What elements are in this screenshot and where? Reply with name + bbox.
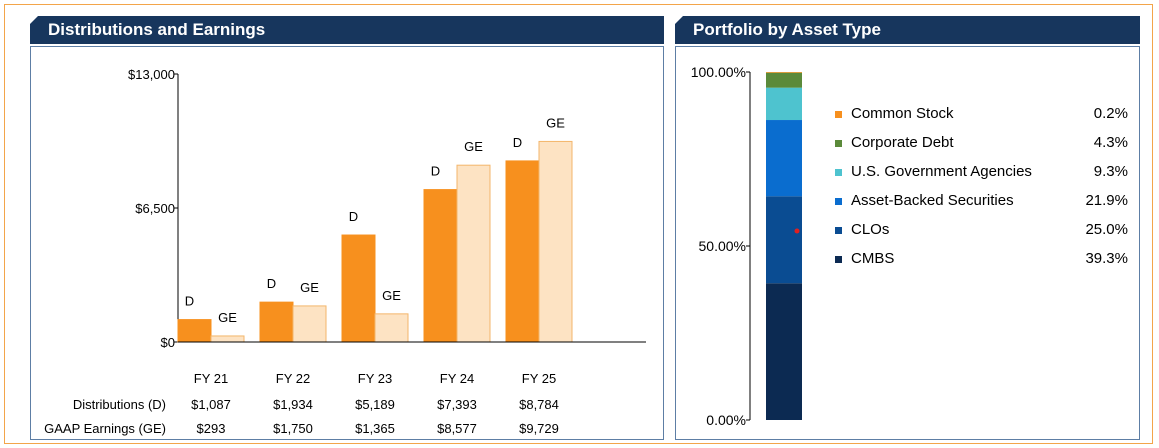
bar-series-label: GE xyxy=(382,288,401,303)
legend-value: 39.3% xyxy=(1085,250,1128,267)
table-cell: $8,784 xyxy=(519,397,559,412)
y-tick-label: 50.00% xyxy=(699,238,746,254)
x-tick-label: FY 24 xyxy=(440,371,474,386)
table-cell: $1,934 xyxy=(273,397,313,412)
table-cell: $1,750 xyxy=(273,421,313,436)
bar-ge xyxy=(292,305,327,343)
legend-item: CLOs 25.0% xyxy=(834,220,1128,240)
y-tick-label: $13,000 xyxy=(128,67,175,82)
stack-segment xyxy=(766,72,802,88)
y-tick-label: 100.00% xyxy=(691,64,746,80)
bar-series-label: GE xyxy=(464,139,483,154)
table-cell: $1,087 xyxy=(191,397,231,412)
legend-swatch xyxy=(835,227,842,234)
x-tick-label: FY 23 xyxy=(358,371,392,386)
legend-item: Common Stock 0.2% xyxy=(834,104,1128,124)
legend-item: CMBS 39.3% xyxy=(834,249,1128,269)
bar-d xyxy=(341,234,376,343)
bar-d xyxy=(505,160,540,343)
legend-label: CLOs xyxy=(851,221,890,238)
bar-series-label: D xyxy=(267,276,276,291)
distributions-header: Distributions and Earnings xyxy=(30,16,664,44)
legend-label: Asset-Backed Securities xyxy=(851,192,1014,209)
legend-item: Corporate Debt 4.3% xyxy=(834,133,1128,153)
table-row-label: Distributions (D) xyxy=(73,397,166,412)
bar-series-label: D xyxy=(349,209,358,224)
legend-label: U.S. Government Agencies xyxy=(851,163,1032,180)
table-cell: $5,189 xyxy=(355,397,395,412)
bar-series-label: GE xyxy=(546,115,565,130)
x-tick-label: FY 22 xyxy=(276,371,310,386)
portfolio-panel xyxy=(675,46,1140,440)
table-cell: $293 xyxy=(197,421,226,436)
bar-ge xyxy=(374,313,409,343)
legend-swatch xyxy=(835,256,842,263)
table-row-label: GAAP Earnings (GE) xyxy=(44,421,166,436)
legend-swatch xyxy=(835,140,842,147)
bar-series-label: D xyxy=(185,294,194,309)
stack-segment xyxy=(766,87,802,121)
x-tick-label: FY 21 xyxy=(194,371,228,386)
table-cell: $1,365 xyxy=(355,421,395,436)
stack-segment xyxy=(766,120,802,197)
legend-swatch xyxy=(835,111,842,118)
y-tick-label: $0 xyxy=(161,335,175,350)
table-cell: $7,393 xyxy=(437,397,477,412)
legend-item: Asset-Backed Securities 21.9% xyxy=(834,191,1128,211)
bar-series-label: D xyxy=(431,164,440,179)
table-cell: $8,577 xyxy=(437,421,477,436)
outer-frame xyxy=(4,4,1153,444)
stack-segment xyxy=(766,72,802,73)
x-tick-label: FY 25 xyxy=(522,371,556,386)
legend-swatch xyxy=(835,198,842,205)
portfolio-header: Portfolio by Asset Type xyxy=(675,16,1140,44)
legend-label: Corporate Debt xyxy=(851,134,954,151)
marker-dot xyxy=(794,228,800,234)
bar-series-label: GE xyxy=(300,280,319,295)
legend-value: 4.3% xyxy=(1093,134,1128,151)
legend-label: Common Stock xyxy=(851,105,954,122)
stack-segment xyxy=(766,283,802,420)
legend-value: 9.3% xyxy=(1093,163,1128,180)
legend-value: 25.0% xyxy=(1085,221,1128,238)
legend-item: U.S. Government Agencies 9.3% xyxy=(834,162,1128,182)
legend-swatch xyxy=(835,169,842,176)
stack-segment xyxy=(766,196,802,284)
y-tick-label: 0.00% xyxy=(706,412,746,428)
bar-ge xyxy=(538,140,573,343)
bar-series-label: GE xyxy=(218,310,237,325)
legend-value: 0.2% xyxy=(1093,105,1128,122)
bar-series-label: D xyxy=(513,135,522,150)
table-cell: $9,729 xyxy=(519,421,559,436)
legend-value: 21.9% xyxy=(1085,192,1128,209)
y-tick-label: $6,500 xyxy=(135,201,175,216)
legend-label: CMBS xyxy=(851,250,895,267)
